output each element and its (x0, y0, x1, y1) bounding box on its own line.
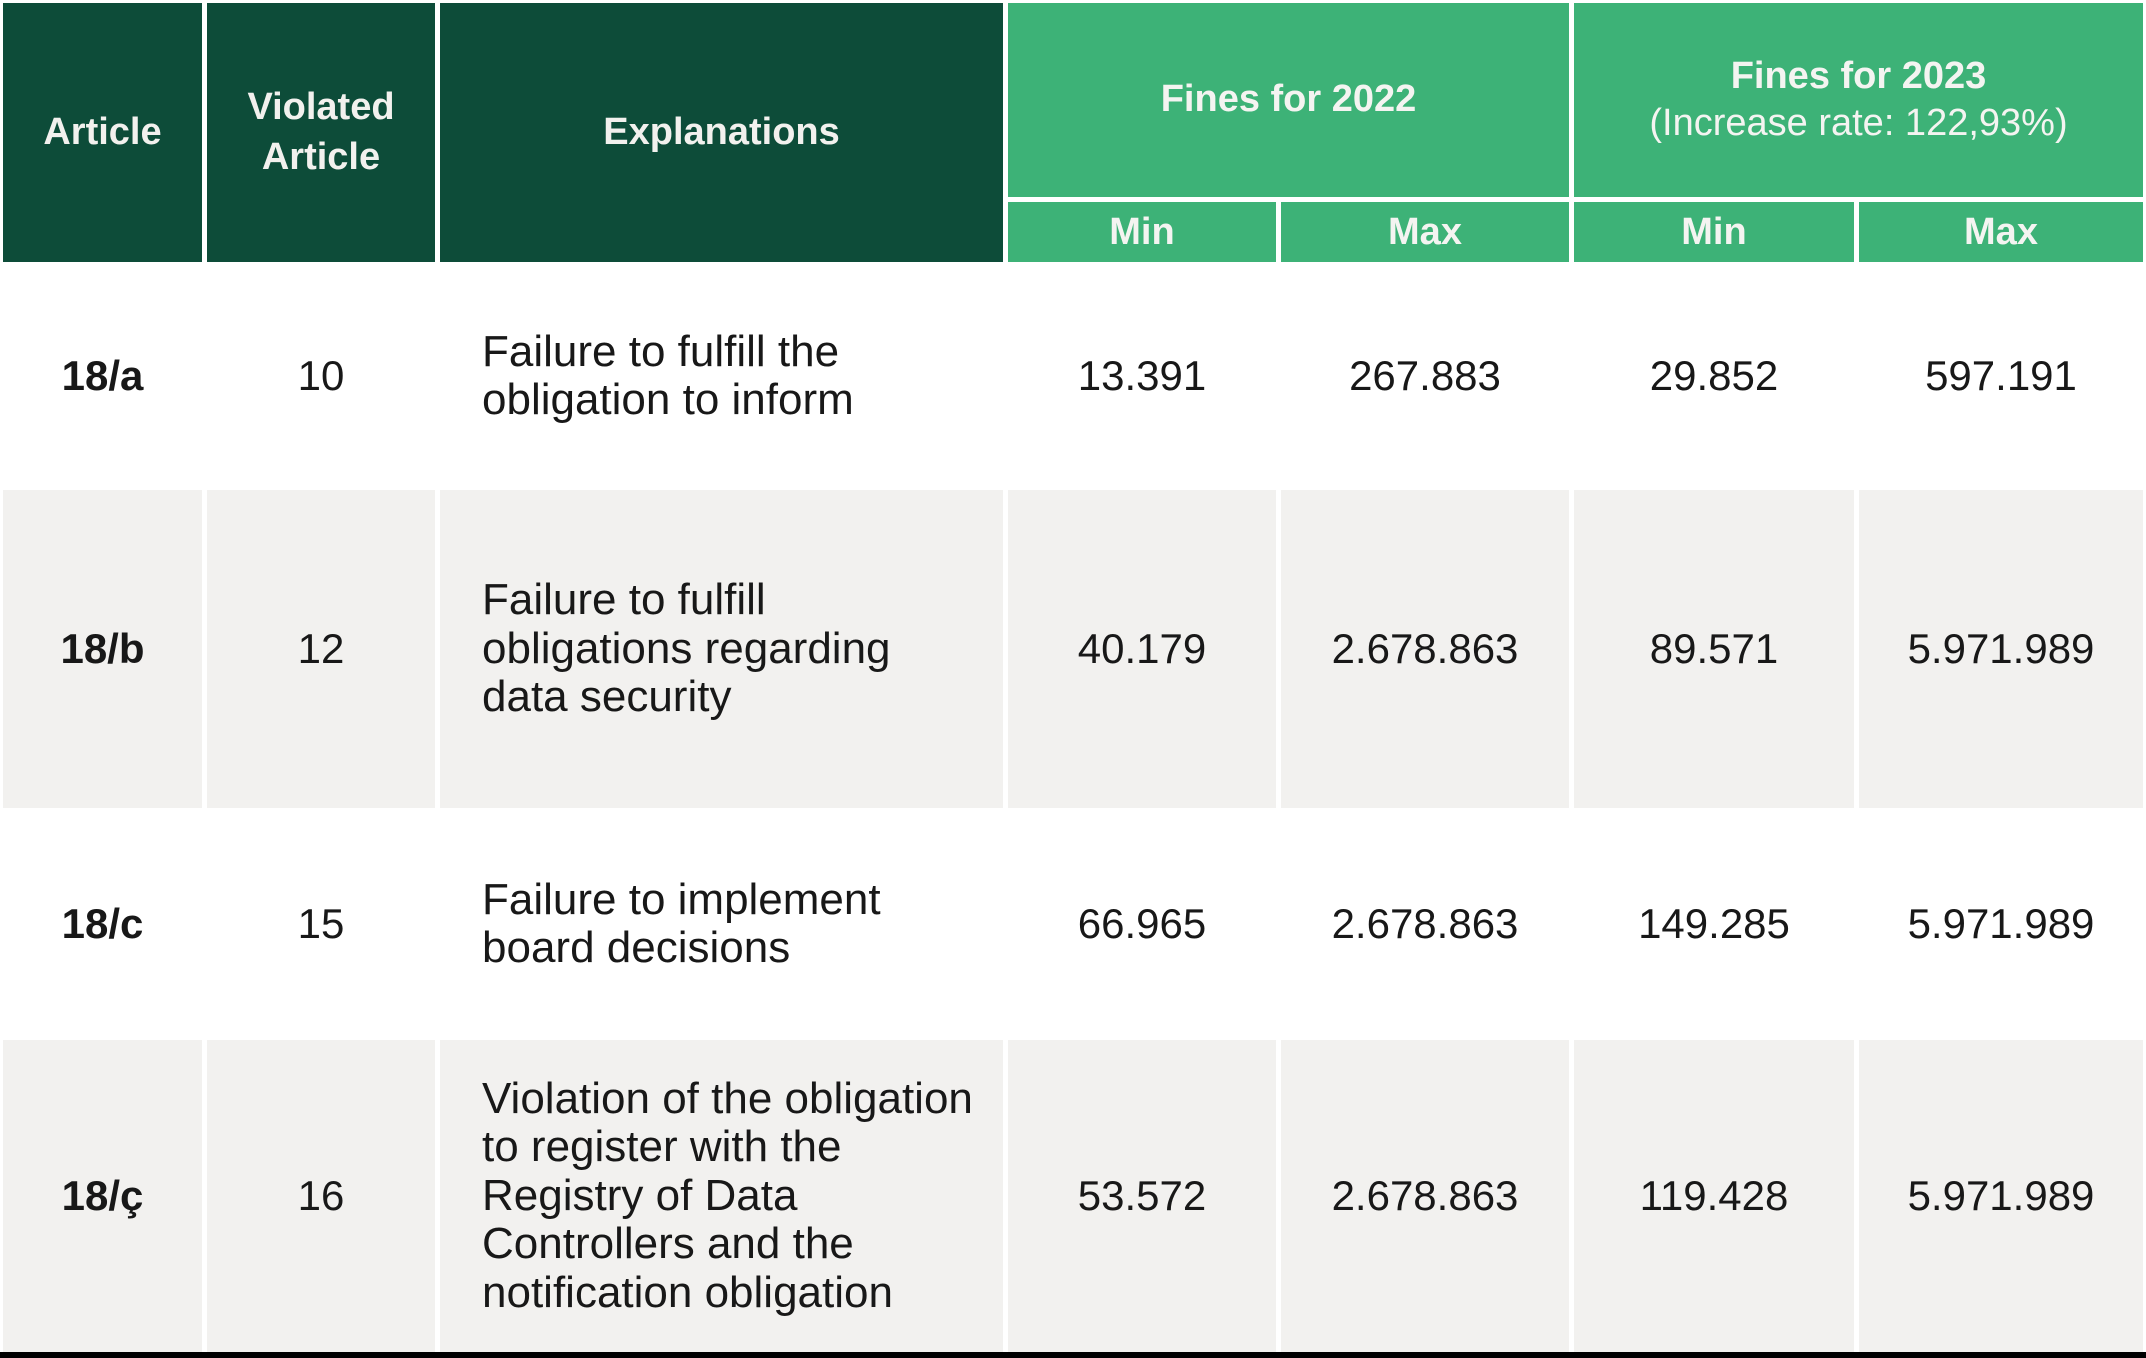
row-18a-fines-2022-min: 13.391 (1008, 262, 1276, 490)
row-18c-fines-2022-min: 66.965 (1008, 808, 1276, 1040)
header-violated-article-label: Violated Article (247, 86, 395, 178)
row-18b-fines-2022-min: 40.179 (1008, 490, 1276, 808)
fines-table-grid: Article Violated Article Explanations Fi… (3, 3, 2143, 1352)
header-explanations-label: Explanations (603, 110, 840, 153)
fines-2023-increase-rate: (Increase rate: 122,93%) (1649, 102, 2068, 144)
header-violated-article: Violated Article (207, 3, 435, 262)
header-fines-2023: Fines for 2023 (Increase rate: 122,93%) (1574, 3, 2143, 197)
row-18a-explanation: Failure to fulfill the obligation to inf… (440, 262, 1003, 490)
row-18b-fines-2023-max: 5.971.989 (1859, 490, 2143, 808)
row-18cedilla-fines-2022-max: 2.678.863 (1281, 1040, 1569, 1352)
row-18a-fines-2022-max: 267.883 (1281, 262, 1569, 490)
fines-2023-title: Fines for 2023 (1730, 54, 1987, 97)
row-18b-violated-article: 12 (207, 490, 435, 808)
header-fines-2022: Fines for 2022 (1008, 3, 1569, 197)
row-18b-fines-2023-min: 89.571 (1574, 490, 1854, 808)
subheader-2022-max: Max (1281, 202, 1569, 262)
subheader-2023-min: Min (1574, 202, 1854, 262)
row-18c-fines-2022-max: 2.678.863 (1281, 808, 1569, 1040)
row-18b-article: 18/b (3, 490, 202, 808)
row-18cedilla-article: 18/ç (3, 1040, 202, 1352)
row-18b-explanation: Failure to fulfill obligations regarding… (440, 490, 1003, 808)
row-18a-violated-article: 10 (207, 262, 435, 490)
header-article-label: Article (43, 110, 162, 153)
row-18c-article: 18/c (3, 808, 202, 1040)
row-18cedilla-fines-2022-min: 53.572 (1008, 1040, 1276, 1352)
header-article: Article (3, 3, 202, 262)
subheader-2023-max: Max (1859, 202, 2143, 262)
fines-2022-title: Fines for 2022 (1160, 78, 1417, 121)
header-explanations: Explanations (440, 3, 1003, 262)
subheader-2022-min: Min (1008, 202, 1276, 262)
row-18cedilla-fines-2023-max: 5.971.989 (1859, 1040, 2143, 1352)
row-18c-violated-article: 15 (207, 808, 435, 1040)
row-18a-article: 18/a (3, 262, 202, 490)
row-18a-fines-2023-max: 597.191 (1859, 262, 2143, 490)
row-18b-fines-2022-max: 2.678.863 (1281, 490, 1569, 808)
row-18a-fines-2023-min: 29.852 (1574, 262, 1854, 490)
row-18c-fines-2023-max: 5.971.989 (1859, 808, 2143, 1040)
row-18cedilla-violated-article: 16 (207, 1040, 435, 1352)
row-18cedilla-fines-2023-min: 119.428 (1574, 1040, 1854, 1352)
row-18c-explanation: Failure to implement board decisions (440, 808, 1003, 1040)
row-18c-fines-2023-min: 149.285 (1574, 808, 1854, 1040)
row-18cedilla-explanation: Violation of the obligation to register … (440, 1040, 1003, 1352)
